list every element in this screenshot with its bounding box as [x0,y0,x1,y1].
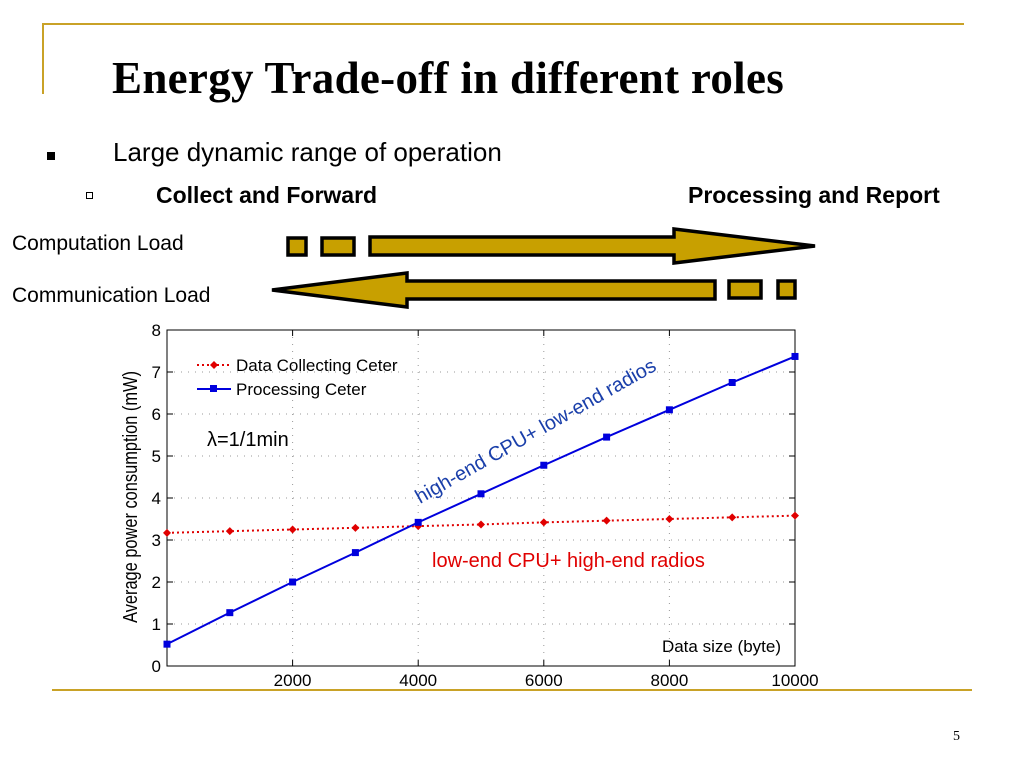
communication-arrow [271,271,797,309]
data-point-square [477,490,485,498]
communication-load-label: Communication Load [12,284,211,307]
data-point-square [791,352,799,360]
data-point-square [414,518,422,526]
data-point-diamond [351,523,360,532]
red-series-annotation: low-end CPU+ high-end radios [432,550,705,572]
data-point-square [728,379,736,386]
y-tick-label: 4 [152,489,161,508]
chart-legend: Data Collecting Ceter Processing Ceter [197,356,398,399]
data-point-diamond [602,516,611,525]
y-tick-label: 2 [152,573,161,592]
bullet-square-icon [47,152,55,160]
chart-x-ticks: 2000 4000 6000 8000 10000 [274,330,819,690]
data-point-diamond [288,525,297,534]
legend-label-processing: Processing Ceter [236,380,367,399]
data-point-square [540,461,548,469]
x-tick-label: 2000 [274,671,312,690]
chart-plot-area [166,329,796,667]
y-tick-label: 8 [152,321,161,340]
computation-arrow-body [368,227,816,265]
data-point-square [665,406,673,414]
y-tick-label: 5 [152,447,161,466]
sub-bullet-box-icon [86,192,93,199]
y-tick-label: 1 [152,615,161,634]
x-tick-label: 10000 [771,671,818,690]
computation-dash-1 [286,236,308,257]
x-tick-label: 4000 [399,671,437,690]
data-point-diamond [539,518,548,527]
x-tick-label: 8000 [650,671,688,690]
y-tick-label: 7 [152,363,161,382]
chart-x-axis-label: Data size (byte) [662,637,781,656]
communication-dash-1 [727,279,763,300]
chart-grid [167,330,795,666]
data-point-diamond [728,513,737,522]
data-point-square [603,433,611,441]
computation-arrow [286,227,816,265]
data-point-square [289,578,297,586]
chart-series [163,352,799,648]
data-point-diamond [163,528,171,537]
lambda-annotation: λ=1/1min [207,429,289,451]
x-tick-label: 6000 [525,671,563,690]
sub-label-collect-forward: Collect and Forward [156,182,378,208]
y-tick-label: 3 [152,531,161,550]
legend-marker-square [210,385,217,392]
communication-arrow-body [271,271,717,309]
data-point-square [351,549,359,557]
y-tick-label: 6 [152,405,161,424]
data-point-diamond [791,511,799,520]
chart-y-ticks: 0 1 2 3 4 5 6 7 8 [152,321,795,676]
sub-label-processing-report: Processing and Report [688,182,940,208]
data-point-diamond [225,527,234,536]
legend-label-data-collecting: Data Collecting Ceter [236,356,398,375]
slide-title: Energy Trade-off in different roles [112,53,785,103]
computation-dash-2 [320,236,356,257]
chart-y-axis-label: Average power consumption (mW) [118,371,141,623]
communication-dash-2 [776,279,797,300]
page-number: 5 [953,729,960,744]
data-point-square [226,609,234,617]
bullet-text: Large dynamic range of operation [113,137,502,167]
y-tick-label: 0 [152,657,161,676]
computation-load-label: Computation Load [12,232,184,255]
data-point-diamond [665,515,674,523]
data-point-square [163,640,171,648]
data-point-diamond [477,520,485,529]
legend-marker-diamond [210,361,218,369]
